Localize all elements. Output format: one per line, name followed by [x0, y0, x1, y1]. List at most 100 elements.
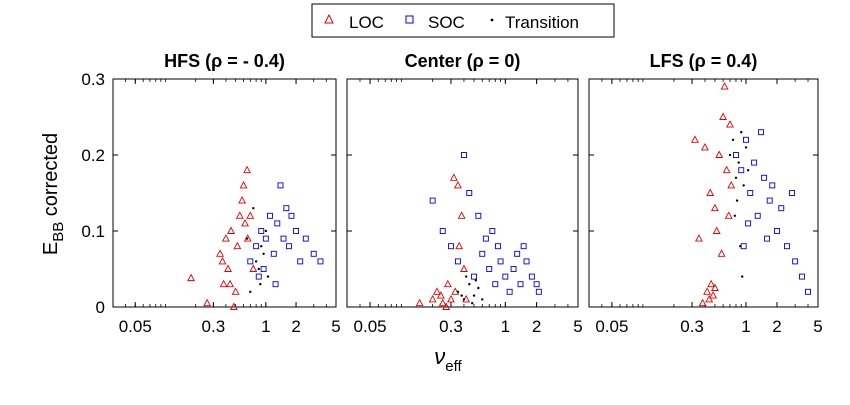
soc-point — [317, 258, 324, 265]
soc-point — [461, 152, 467, 158]
loc-point — [226, 279, 235, 288]
loc-point — [433, 287, 441, 295]
y-axis-label-rest: corrected — [40, 133, 62, 222]
soc-point — [448, 243, 454, 250]
series-soc — [733, 129, 811, 295]
loc-point — [203, 298, 212, 307]
loc-point — [216, 249, 225, 257]
soc-point — [510, 266, 517, 272]
legend-soc-label: SOC — [428, 13, 465, 32]
loc-point — [727, 180, 736, 189]
soc-point — [471, 273, 477, 280]
series-transition — [456, 275, 484, 305]
transition-point — [257, 267, 260, 271]
soc-point — [514, 250, 521, 257]
loc-point — [710, 203, 719, 212]
loc-point — [703, 287, 712, 295]
panel-title: Center (ρ = 0) — [405, 51, 521, 71]
loc-point — [246, 211, 255, 219]
x-tick-label: 1 — [501, 317, 510, 336]
loc-point — [706, 188, 715, 196]
svg-text:EBB corrected: EBB corrected — [40, 133, 67, 255]
soc-point — [489, 228, 496, 234]
loc-point — [224, 264, 232, 272]
soc-point — [766, 197, 773, 204]
loc-point — [695, 234, 703, 242]
soc-point — [429, 197, 436, 204]
x-tick-label: 0.05 — [595, 317, 628, 336]
soc-point — [454, 258, 461, 265]
y-axis-label-sub: BB — [50, 222, 67, 242]
transition-point — [734, 176, 738, 179]
loc-point — [717, 249, 726, 257]
panel-2: Center (ρ = 0) 0.05 0.3 1 2 5 — [346, 51, 583, 336]
series-transition — [728, 131, 750, 278]
transition-point — [462, 298, 466, 301]
x-axis-label: νeff — [434, 344, 462, 375]
soc-point — [280, 235, 287, 242]
transition-point — [739, 245, 742, 248]
svg-text:νeff: νeff — [434, 344, 462, 375]
transition-point — [744, 146, 748, 149]
legend-transition-label: Transition — [505, 13, 579, 32]
series-loc — [691, 82, 736, 307]
legend-soc-marker — [405, 15, 414, 24]
loc-point — [698, 298, 707, 307]
soc-point — [475, 212, 482, 219]
legend-loc-marker — [324, 13, 334, 24]
soc-point — [283, 205, 290, 212]
soc-point — [506, 288, 513, 295]
x-tick-label: 0.05 — [119, 317, 152, 336]
soc-point — [774, 228, 780, 234]
transition-point — [735, 199, 739, 202]
legend-item-soc: SOC — [405, 13, 465, 32]
loc-point — [221, 234, 230, 242]
soc-point — [267, 212, 273, 219]
transition-point — [254, 260, 258, 263]
y-tick-label: 0.1 — [81, 222, 105, 241]
plot-area — [112, 78, 337, 308]
soc-point — [743, 136, 749, 143]
x-axis-label-main: ν — [434, 344, 445, 369]
loc-point — [460, 264, 468, 272]
loc-point — [715, 150, 724, 158]
transition-point — [481, 298, 484, 301]
transition-point — [733, 214, 737, 217]
transition-point — [456, 290, 460, 293]
transition-point — [731, 138, 735, 141]
soc-point — [277, 182, 284, 189]
series-loc — [415, 173, 471, 310]
transition-point — [741, 275, 744, 278]
loc-point — [449, 173, 458, 181]
loc-point — [705, 294, 714, 303]
soc-point — [272, 281, 279, 288]
x-tick-label: 5 — [573, 317, 582, 336]
soc-point — [747, 190, 754, 196]
legend-item-transition: Transition — [490, 13, 579, 32]
loc-point — [443, 279, 452, 288]
panel-1: HFS (ρ = - 0.4) 0.05 0.3 1 2 5 0 0.1 0.2 0.3 — [81, 51, 340, 336]
x-tick-label: 1 — [261, 317, 270, 336]
soc-point — [517, 281, 524, 288]
loc-point — [724, 211, 733, 219]
transition-point — [264, 229, 268, 233]
x-tick-label: 5 — [331, 317, 340, 336]
soc-point — [789, 190, 795, 196]
transition-point — [252, 207, 255, 210]
soc-point — [262, 235, 269, 242]
soc-point — [253, 243, 260, 250]
y-axis-label: EBB corrected — [40, 133, 67, 255]
loc-point — [218, 256, 227, 265]
loc-point — [249, 264, 258, 272]
loc-point — [229, 302, 238, 310]
loc-point — [726, 120, 734, 128]
series-loc — [187, 165, 258, 310]
soc-point — [761, 174, 768, 181]
loc-point — [720, 82, 729, 90]
loc-point — [691, 135, 699, 143]
transition-point — [740, 131, 743, 134]
series-soc — [247, 182, 324, 288]
loc-point — [438, 298, 447, 307]
loc-point — [707, 279, 716, 288]
x-tick-label: 5 — [813, 317, 822, 336]
